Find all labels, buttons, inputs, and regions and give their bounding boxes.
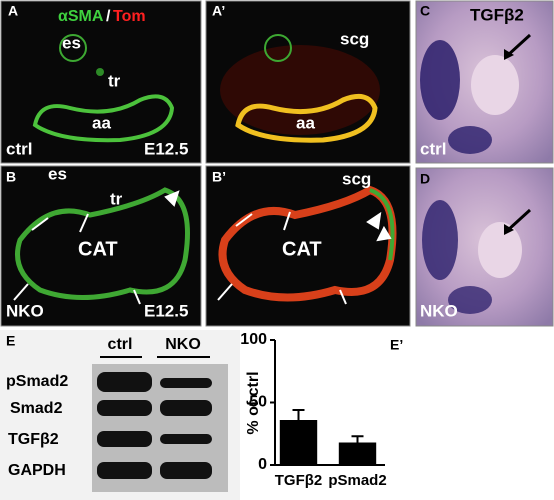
y-axis-label: % of ctrl: [245, 371, 262, 434]
stage-label: E12.5: [144, 301, 188, 320]
y-tick-label: 50: [249, 394, 267, 411]
panel-c: C TGFβ2 ctrl: [415, 0, 554, 164]
structure-label: es: [48, 164, 67, 183]
genotype-label: NKO: [6, 301, 44, 320]
panel-label: A: [8, 3, 18, 19]
panel-label: B’: [212, 169, 226, 185]
panel-label: E’: [390, 337, 403, 353]
panel-label: E: [6, 333, 15, 349]
panel-b-prime: B’ scg CAT: [205, 165, 411, 327]
structure-label: aa: [92, 113, 111, 132]
panel-label: D: [420, 171, 430, 187]
column-label: NKO: [165, 336, 201, 353]
panel-a: A αSMA / Tom es tr aa ctrl E12.5: [0, 0, 202, 164]
bar: [338, 442, 377, 465]
stain-separator: /: [106, 8, 111, 25]
genotype-label: ctrl: [6, 139, 32, 158]
y-tick-label: 0: [258, 456, 267, 473]
panel-label: C: [420, 3, 430, 19]
row-label: TGFβ2: [8, 431, 59, 448]
panel-e: E ctrl NKO pSmad2 Smad2 TGFβ2 GAPDH: [0, 330, 240, 500]
structure-label: tr: [110, 189, 123, 208]
x-tick-label: TGFβ2: [275, 472, 323, 489]
bar-chart: E’ % of ctrl 0 50 100 TGFβ2 pSmad2: [240, 331, 403, 489]
y-tick-label: 100: [240, 331, 267, 348]
panel-b: B es tr CAT NKO E12.5: [0, 164, 202, 327]
structure-label: CAT: [282, 238, 322, 260]
stain-label: αSMA: [58, 8, 104, 25]
probe-label: TGFβ2: [470, 5, 524, 24]
structure-label: scg: [342, 169, 371, 188]
row-label: Smad2: [10, 400, 63, 417]
stain-label: Tom: [113, 8, 146, 25]
structure-label: scg: [340, 29, 369, 48]
stage-label: E12.5: [144, 139, 188, 158]
row-label: GAPDH: [8, 462, 66, 479]
genotype-label: ctrl: [420, 139, 446, 158]
panel-label: B: [6, 169, 16, 185]
panel-label: A’: [212, 3, 225, 19]
genotype-label: NKO: [420, 301, 458, 320]
bar: [279, 420, 318, 465]
x-tick-label: pSmad2: [328, 472, 386, 489]
structure-label: aa: [296, 113, 315, 132]
panel-a-prime: A’ scg aa: [205, 0, 411, 164]
structure-label: tr: [108, 71, 121, 90]
panel-d: D NKO: [415, 167, 554, 327]
structure-label: es: [62, 33, 81, 52]
column-label: ctrl: [108, 336, 133, 353]
row-label: pSmad2: [6, 373, 68, 390]
structure-label: CAT: [78, 238, 118, 260]
